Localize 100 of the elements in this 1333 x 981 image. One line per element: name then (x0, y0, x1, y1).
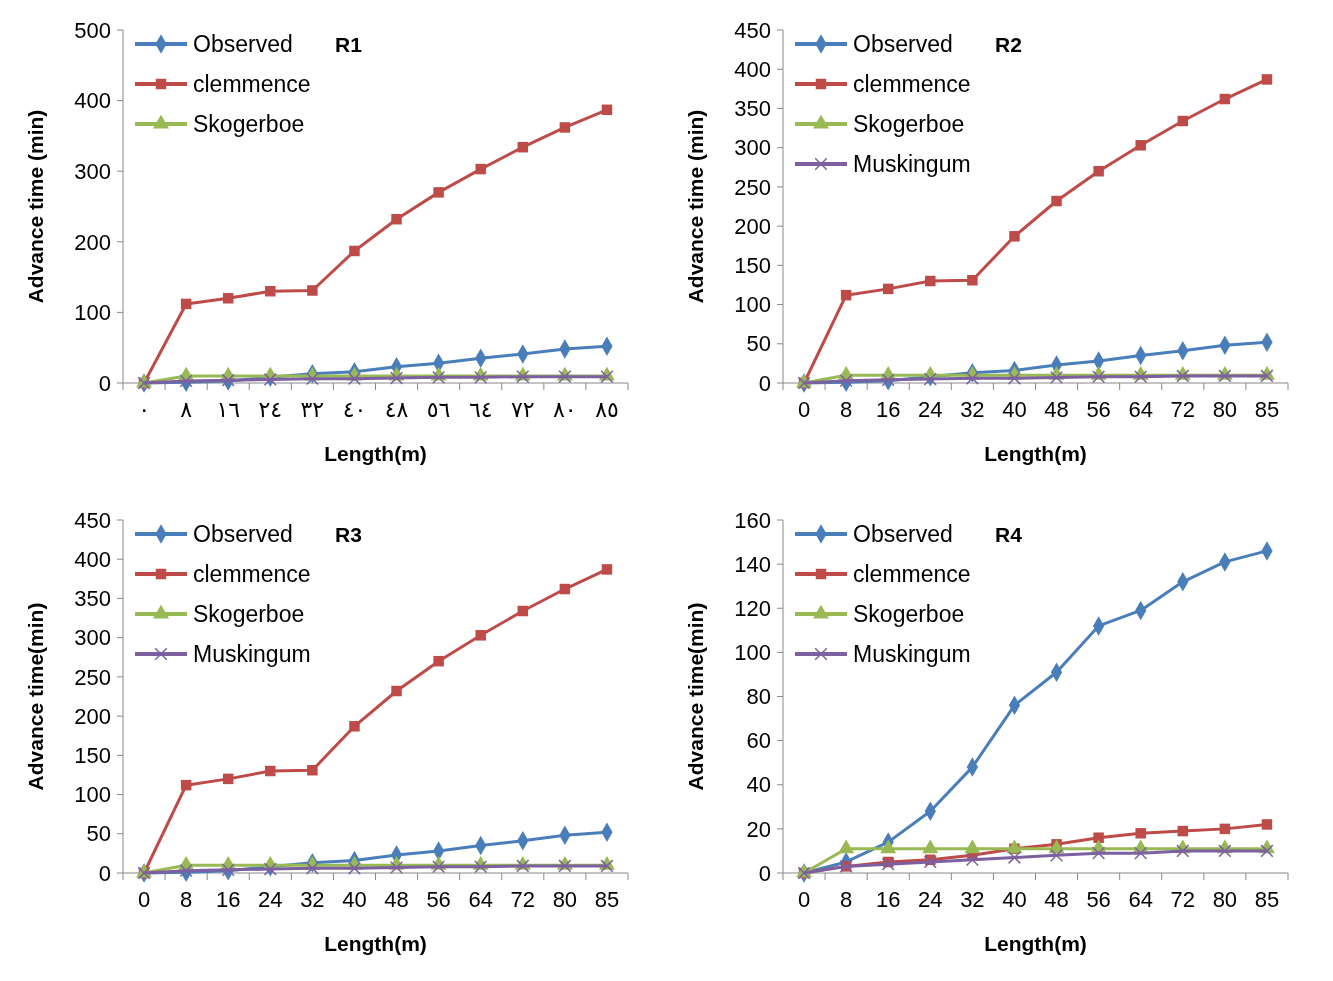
x-tick-label: 0 (797, 887, 811, 912)
x-tick-label: 16 (875, 397, 901, 422)
y-tick-label: 400 (74, 88, 111, 114)
x-tick-label: 16 (215, 887, 241, 912)
y-tick-label: 400 (74, 546, 111, 572)
y-tick-label: 100 (74, 782, 111, 808)
legend-label: Observed (193, 521, 293, 548)
x-tick-label: 56 (1086, 397, 1111, 422)
x-tick-label: 24 (918, 887, 943, 912)
x-tick-label: 40 (342, 887, 367, 912)
y-axis-title: Advance time(min) (24, 602, 47, 791)
y-tick-label: 120 (734, 595, 771, 621)
x-tick-label: ٤٠ (342, 397, 367, 422)
x-axis-title: Length(m) (984, 442, 1087, 465)
x-tick-label: 32 (960, 887, 985, 912)
y-tick-label: 450 (734, 17, 771, 43)
y-tick-label: 150 (734, 253, 771, 279)
legend-label: Skogerboe (193, 601, 305, 628)
y-tick-label: 140 (734, 551, 771, 577)
y-tick-label: 300 (74, 158, 111, 184)
y-tick-label: 200 (74, 229, 111, 255)
y-tick-label: 80 (746, 684, 771, 710)
chart-title: R4 (995, 523, 1023, 546)
y-axis-title: Advance time (min) (684, 109, 707, 304)
x-axis-title: Length(m) (324, 442, 427, 465)
x-tick-label: ٤٨ (384, 397, 409, 422)
y-tick-label: 100 (74, 300, 111, 326)
y-tick-label: 100 (734, 640, 771, 666)
legend-label: Observed (853, 521, 953, 548)
x-tick-label: 40 (1002, 887, 1027, 912)
y-tick-label: 0 (98, 860, 111, 886)
x-axis-title: Length(m) (984, 932, 1087, 955)
x-tick-label: ٢٤ (258, 397, 283, 422)
x-tick-label: 0 (137, 887, 151, 912)
x-tick-label: 64 (468, 887, 493, 912)
legend-label: clemmence (853, 71, 971, 98)
y-tick-label: 40 (746, 772, 771, 798)
x-tick-label: 32 (960, 397, 985, 422)
x-axis-title: Length(m) (324, 932, 427, 955)
x-tick-label: 80 (1212, 397, 1238, 422)
x-tick-label: 72 (1170, 887, 1196, 912)
x-tick-label: 72 (1170, 397, 1196, 422)
y-tick-label: 300 (74, 625, 111, 651)
x-tick-label: 8 (840, 887, 853, 912)
chart-title: R3 (335, 523, 362, 546)
legend-label: Skogerboe (853, 111, 965, 138)
x-tick-label: 24 (918, 397, 943, 422)
x-tick-label: 80 (1212, 887, 1238, 912)
y-tick-label: 0 (98, 370, 111, 396)
x-tick-label: ٨ (180, 397, 193, 422)
x-tick-label: 32 (300, 887, 325, 912)
chart-title: R2 (995, 33, 1022, 56)
y-tick-label: 50 (746, 331, 771, 357)
x-tick-label: 85 (594, 887, 620, 912)
y-axis-title: Advance time(min) (684, 602, 707, 791)
x-tick-label: ٧٢ (510, 397, 535, 422)
y-tick-label: 0 (758, 860, 771, 886)
y-tick-label: 160 (734, 507, 771, 533)
x-tick-label: 56 (1086, 887, 1111, 912)
legend-label: Muskingum (853, 151, 971, 178)
y-tick-label: 450 (74, 507, 111, 533)
y-tick-label: 20 (746, 816, 771, 842)
x-tick-label: 85 (1254, 397, 1280, 422)
x-tick-label: 8 (180, 887, 193, 912)
legend-label: Skogerboe (193, 111, 305, 138)
legend-label: Muskingum (193, 641, 311, 668)
x-tick-label: 56 (426, 887, 451, 912)
y-tick-label: 350 (74, 586, 111, 612)
y-tick-label: 400 (734, 56, 771, 82)
y-tick-label: 60 (746, 728, 771, 754)
x-tick-label: 16 (875, 887, 901, 912)
x-tick-label: 72 (510, 887, 536, 912)
x-tick-label: 48 (1044, 887, 1069, 912)
x-tick-label: 48 (384, 887, 409, 912)
legend-label: clemmence (853, 561, 971, 588)
y-tick-label: 200 (74, 703, 111, 729)
x-tick-label: ٨٥ (595, 397, 619, 422)
x-tick-label: ٣٢ (300, 397, 325, 422)
x-tick-label: 80 (552, 887, 578, 912)
x-tick-label: 40 (1002, 397, 1027, 422)
legend-label: Observed (853, 31, 953, 58)
chart-title: R1 (335, 33, 363, 56)
y-tick-label: 250 (734, 174, 771, 200)
y-tick-label: 200 (734, 213, 771, 239)
legend-label: Observed (193, 31, 293, 58)
x-tick-label: 24 (258, 887, 283, 912)
legend-label: Muskingum (853, 641, 971, 668)
y-tick-label: 350 (734, 96, 771, 122)
y-tick-label: 150 (74, 743, 111, 769)
x-tick-label: 48 (1044, 397, 1069, 422)
x-tick-label: 85 (1254, 887, 1280, 912)
legend-label: clemmence (193, 561, 311, 588)
x-tick-label: 8 (840, 397, 853, 422)
x-tick-label: ٦٤ (468, 397, 493, 422)
x-tick-label: ١٦ (216, 397, 241, 422)
y-tick-label: 50 (86, 821, 111, 847)
x-tick-label: ٠ (138, 397, 150, 422)
x-tick-label: 64 (1128, 887, 1153, 912)
legend-label: clemmence (193, 71, 311, 98)
y-tick-label: 100 (734, 292, 771, 318)
